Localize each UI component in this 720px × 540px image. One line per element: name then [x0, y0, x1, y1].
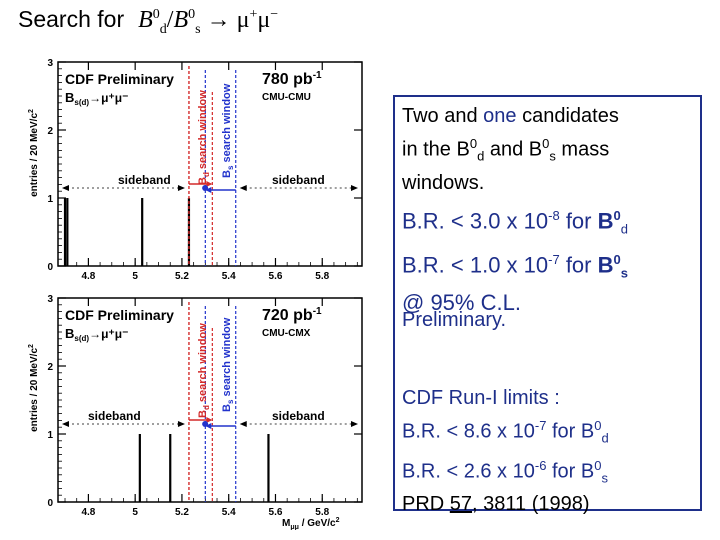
sideband-arrowhead: [239, 421, 247, 427]
x-tick-label: 5.6: [269, 507, 283, 518]
x-tick-label: 5.2: [175, 507, 189, 518]
bs-window-arrowhead: [205, 187, 212, 193]
x-tick-label: 5: [132, 507, 138, 518]
sideband-arrowhead: [351, 421, 358, 427]
sideband-arrowhead: [62, 185, 69, 191]
label-sideband-left: sideband: [118, 173, 171, 187]
bs-window-arrowhead: [205, 423, 212, 429]
bd-window-arrowhead: [206, 181, 213, 187]
sideband-arrowhead: [351, 185, 358, 191]
histogram-top: 0 1 2 3 4.8 5 5.2 5.4 5.6 5.8 entries / 20 MeV/c2…: [28, 58, 363, 282]
preliminary-text: Preliminary.: [402, 309, 507, 331]
sideband-arrowhead: [177, 185, 185, 191]
y-tick-label: 2: [47, 362, 53, 373]
run1-limits-text: CDF Run-I limits : B.R. < 8.6 x 10-7 for…: [402, 387, 609, 516]
y-tick-label: 3: [47, 58, 53, 69]
label-process: Bs(d)→μ⁺μ⁻: [65, 326, 128, 343]
bd-window-arrowhead: [206, 417, 213, 423]
x-tick-label: 5: [132, 271, 138, 282]
x-tick-label: 5.2: [175, 271, 189, 282]
candidates-text: Two and one candidates in the B0d and B0…: [402, 105, 619, 194]
sideband-arrowhead: [239, 185, 247, 191]
y-tick-label: 3: [47, 294, 53, 305]
y-tick-label: 0: [47, 262, 53, 273]
histogram-bottom: 0 1 2 3 4.8 5 5.2 5.4 5.6 5.8 entries / 20 MeV/c2…: [28, 294, 363, 530]
label-sideband-left: sideband: [88, 409, 141, 423]
label-process: Bs(d)→μ⁺μ⁻: [65, 90, 128, 107]
x-tick-label: 4.8: [81, 271, 95, 282]
sideband-arrowhead: [177, 421, 185, 427]
label-sideband-right: sideband: [272, 173, 325, 187]
sideband-arrowhead: [62, 421, 69, 427]
x-tick-label: 4.8: [81, 507, 95, 518]
ylabel-bottom: entries / 20 MeV/c2: [28, 344, 40, 432]
label-bs-window: Bs search window: [221, 83, 235, 178]
x-tick-label: 5.4: [222, 271, 236, 282]
label-luminosity: 720 pb-1: [262, 306, 322, 324]
label-bd-window: Bd search window: [197, 323, 211, 418]
y-tick-label: 1: [47, 194, 53, 205]
window-overlap-dot: [202, 421, 209, 427]
window-overlap-dot: [202, 185, 209, 191]
info-box: Two and one candidates in the B0d and B0…: [393, 95, 702, 515]
br-limits-text: B.R. < 3.0 x 10-8 for B0d B.R. < 1.0 x 1…: [402, 208, 628, 316]
label-cdf-preliminary: CDF Preliminary: [65, 71, 174, 87]
xlabel-bottom: Mμμ / GeV/c2: [282, 517, 340, 530]
x-tick-label: 5.6: [269, 271, 283, 282]
y-tick-label: 1: [47, 430, 53, 441]
ylabel-top: entries / 20 MeV/c2: [28, 109, 40, 197]
label-bs-window: Bs search window: [221, 317, 235, 412]
y-tick-label: 0: [47, 498, 53, 509]
slide-title: Search for B0d/B0s → μ+μ−: [18, 6, 279, 37]
x-tick-label: 5.4: [222, 507, 236, 518]
label-cdf-preliminary: CDF Preliminary: [65, 307, 174, 323]
x-tick-label: 5.8: [315, 271, 329, 282]
label-bd-window: Bd search window: [197, 90, 211, 185]
x-tick-label: 5.8: [315, 507, 329, 518]
label-luminosity: 780 pb-1: [262, 70, 322, 88]
label-detector: CMU-CMU: [262, 92, 311, 103]
y-tick-label: 2: [47, 126, 53, 137]
label-detector: CMU-CMX: [262, 328, 311, 339]
label-sideband-right: sideband: [272, 409, 325, 423]
